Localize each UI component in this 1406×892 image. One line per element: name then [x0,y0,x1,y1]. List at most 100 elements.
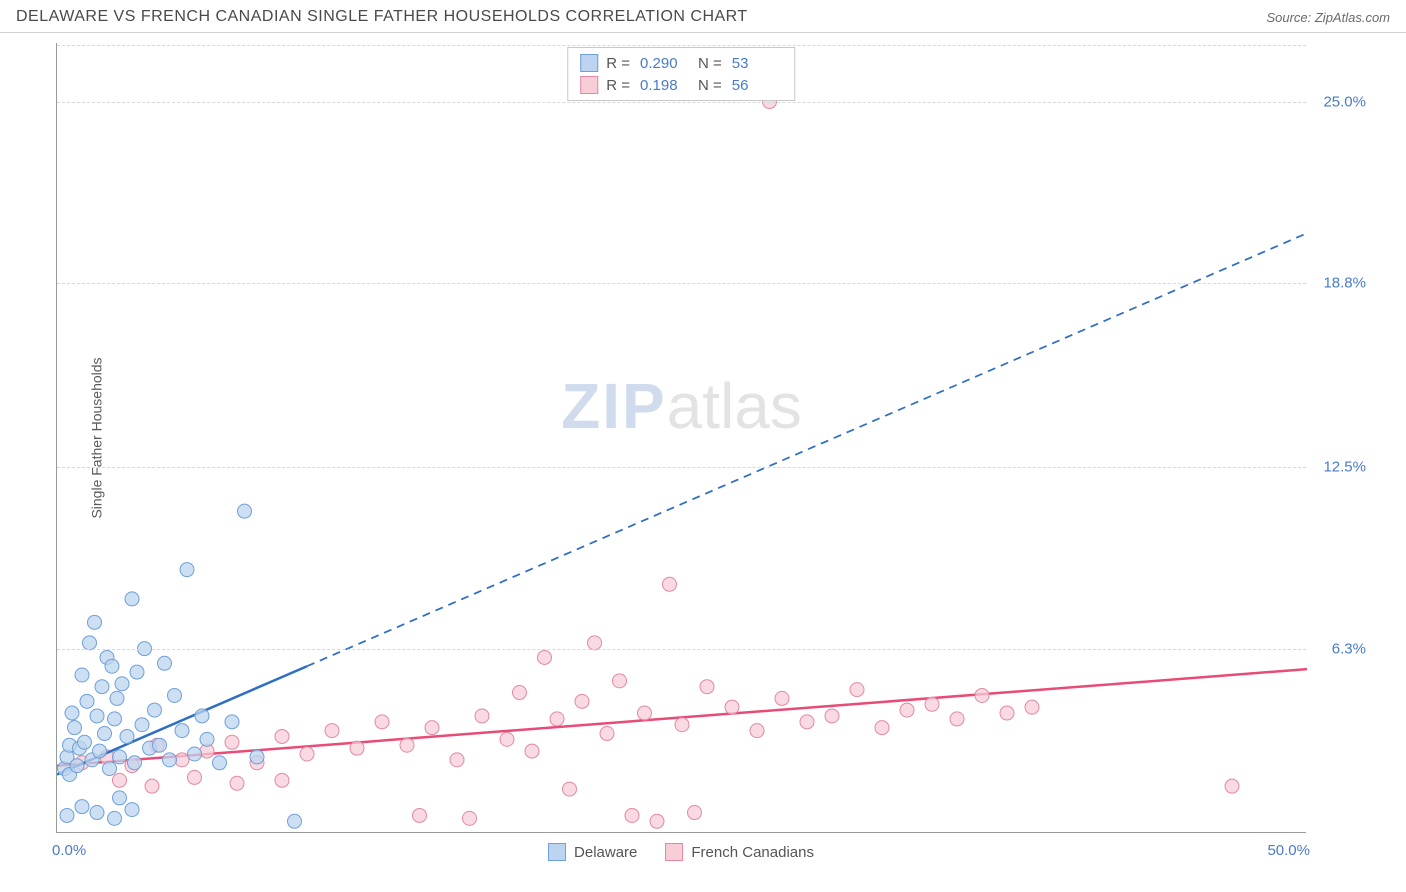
data-point [168,688,182,702]
data-point [575,694,589,708]
data-point [525,744,539,758]
data-point [115,677,129,691]
data-point [68,721,82,735]
chart-title: DELAWARE VS FRENCH CANADIAN SINGLE FATHE… [16,8,748,26]
data-point [1225,779,1239,793]
legend-row-delaware: R = 0.290 N = 53 [580,52,782,74]
data-point [113,791,127,805]
data-point [113,750,127,764]
chart-header: DELAWARE VS FRENCH CANADIAN SINGLE FATHE… [0,0,1406,33]
data-point [93,744,107,758]
data-point [688,806,702,820]
data-point [225,715,239,729]
data-point [550,712,564,726]
data-point [125,592,139,606]
legend-item-french: French Canadians [665,843,814,861]
data-point [663,577,677,591]
data-point [613,674,627,688]
legend-swatch-french [665,843,683,861]
data-point [195,709,209,723]
data-point [513,686,527,700]
data-point [250,750,264,764]
data-point [288,814,302,828]
y-tick-label: 25.0% [1323,93,1366,110]
data-point [463,811,477,825]
data-point [775,691,789,705]
swatch-french [580,76,598,94]
data-point [350,741,364,755]
legend-swatch-delaware [548,843,566,861]
data-point [113,773,127,787]
gridline [57,102,1306,103]
data-point [450,753,464,767]
data-point [413,808,427,822]
data-point [135,718,149,732]
data-point [188,747,202,761]
data-point [500,732,514,746]
data-point [600,727,614,741]
data-point [700,680,714,694]
data-point [975,688,989,702]
data-point [400,738,414,752]
gridline [57,467,1306,468]
data-point [750,724,764,738]
data-point [475,709,489,723]
gridline [57,649,1306,650]
data-point [120,729,134,743]
data-point [108,712,122,726]
data-point [175,753,189,767]
chart-area: Single Father Households ZIPatlas 6.3%12… [56,43,1306,833]
data-point [128,756,142,770]
gridline [57,283,1306,284]
data-point [180,563,194,577]
swatch-delaware [580,54,598,72]
data-point [78,735,92,749]
data-point [75,668,89,682]
data-point [70,759,84,773]
legend-row-french: R = 0.198 N = 56 [580,74,782,96]
y-tick-label: 6.3% [1332,640,1366,657]
x-tick-max: 50.0% [1267,842,1310,859]
y-tick-label: 18.8% [1323,274,1366,291]
data-point [90,709,104,723]
data-point [1025,700,1039,714]
data-point [110,691,124,705]
data-point [850,683,864,697]
series-legend: Delaware French Canadians [548,843,814,861]
data-point [163,753,177,767]
data-point [275,773,289,787]
data-point [230,776,244,790]
data-point [638,706,652,720]
data-point [825,709,839,723]
chart-source: Source: ZipAtlas.com [1266,10,1390,25]
data-point [130,665,144,679]
data-point [425,721,439,735]
data-point [238,504,252,518]
data-point [158,656,172,670]
plot-svg [57,43,1307,833]
data-point [188,770,202,784]
data-point [625,808,639,822]
data-point [175,724,189,738]
data-point [300,747,314,761]
trend-line-dashed-delaware [307,233,1307,666]
data-point [1000,706,1014,720]
legend-item-delaware: Delaware [548,843,637,861]
data-point [875,721,889,735]
data-point [103,762,117,776]
data-point [950,712,964,726]
data-point [95,680,109,694]
data-point [325,724,339,738]
data-point [125,803,139,817]
data-point [675,718,689,732]
data-point [200,732,214,746]
data-point [225,735,239,749]
data-point [98,727,112,741]
correlation-legend: R = 0.290 N = 53 R = 0.198 N = 56 [567,47,795,101]
data-point [80,694,94,708]
data-point [213,756,227,770]
data-point [538,650,552,664]
data-point [75,800,89,814]
data-point [88,615,102,629]
plot-region: ZIPatlas 6.3%12.5%18.8%25.0% [56,43,1306,833]
